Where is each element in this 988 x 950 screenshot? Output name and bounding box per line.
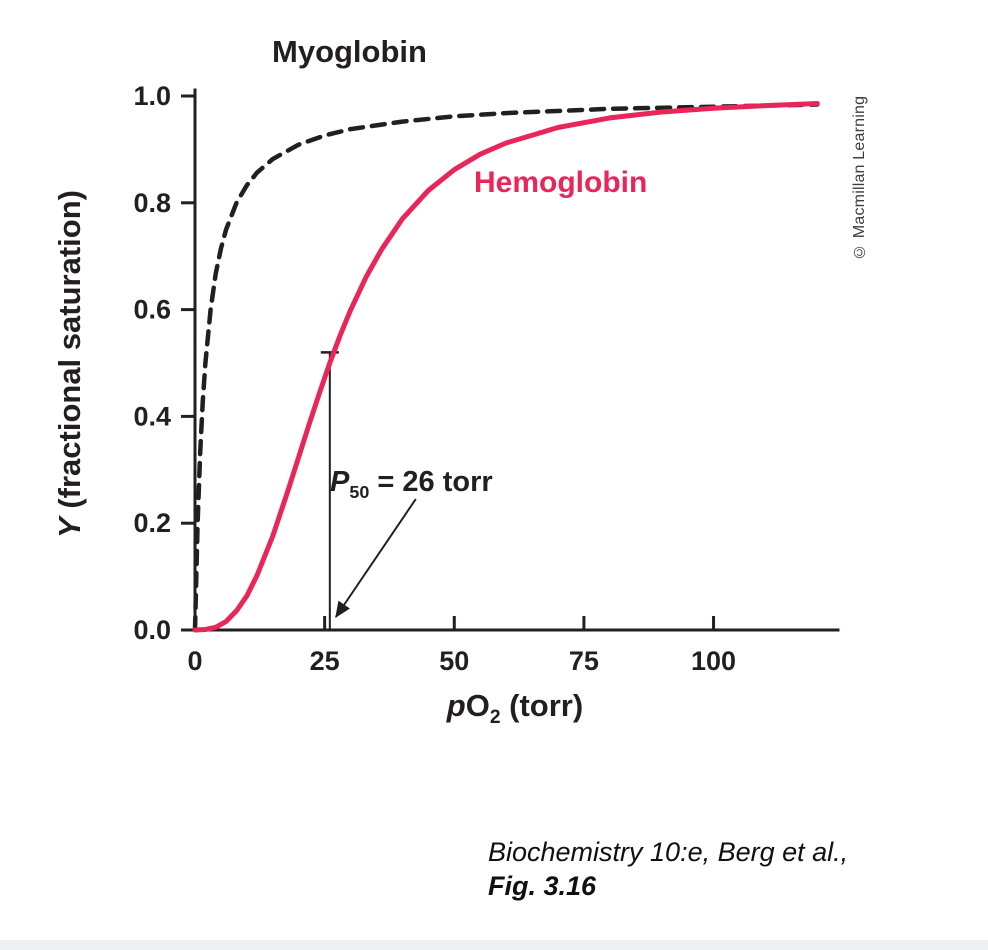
y-axis-symbol: Y (52, 517, 87, 538)
figure-caption: Biochemistry 10:e, Berg et al., Fig. 3.1… (488, 836, 848, 904)
hemoglobin-curve (192, 101, 820, 633)
p50-value-text: = 26 torr (369, 466, 493, 498)
y-axis-title-text: (fractional saturation) (52, 190, 87, 518)
hemoglobin-label: Hemoglobin (474, 166, 648, 199)
x-axis-title: pO2 (torr) (385, 688, 645, 729)
x-tick-label: 100 (691, 646, 736, 676)
x-axis-p-symbol: p (446, 688, 466, 723)
y-tick-label: 0.4 (133, 401, 171, 431)
p50-subscript: 50 (349, 481, 370, 502)
y-tick-label: 1.0 (133, 81, 171, 111)
y-tick-label: 0.6 (133, 295, 171, 325)
myoglobin-label: Myoglobin (272, 34, 427, 69)
p50-symbol: P (330, 466, 350, 498)
x-axis-o-symbol: O (465, 688, 490, 723)
p50-annotation: P50 = 26 torr (330, 466, 493, 503)
x-tick-label: 0 (187, 646, 202, 676)
caption-source: Biochemistry 10:e, Berg et al., (488, 837, 849, 867)
x-tick-label: 50 (439, 646, 469, 676)
y-axis-title: Y (fractional saturation) (52, 144, 88, 584)
x-axis-subscript: 2 (489, 707, 501, 729)
y-tick-label: 0.8 (133, 188, 171, 218)
bottom-strip (0, 940, 988, 950)
x-tick-label: 25 (310, 646, 340, 676)
y-tick-label: 0.2 (133, 508, 171, 538)
copyright-vertical-text: © Macmillan Learning (851, 95, 868, 260)
p50-arrow (334, 498, 417, 618)
x-tick-label: 75 (569, 646, 599, 676)
y-tick-label: 0.0 (133, 615, 171, 645)
caption-figure-number: Fig. 3.16 (488, 870, 597, 901)
myoglobin-curve (192, 102, 820, 633)
x-axis-units: (torr) (500, 688, 584, 723)
